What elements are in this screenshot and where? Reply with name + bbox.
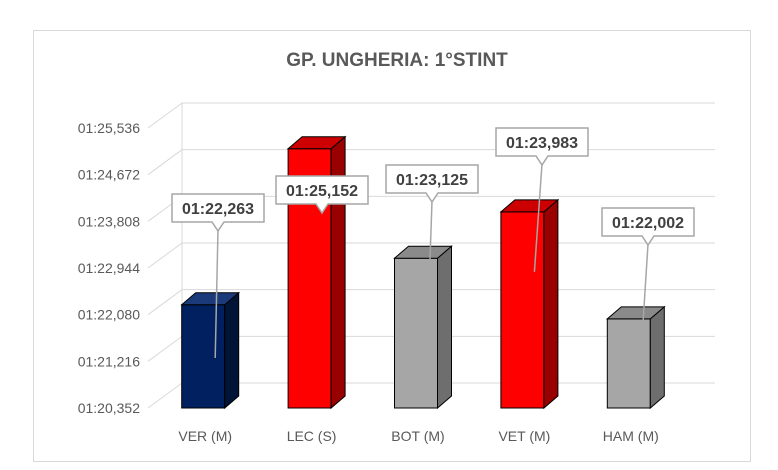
bar-front — [394, 257, 438, 409]
data-label: 01:23,983 — [495, 127, 589, 272]
bar-front — [181, 304, 226, 409]
label-box — [275, 175, 369, 215]
leader-line — [533, 163, 543, 272]
data-label-text: 01:23,125 — [396, 172, 468, 189]
bar-top — [605, 306, 666, 320]
bar-top — [286, 136, 347, 150]
data-label: 01:25,152 — [275, 175, 369, 215]
leader-line — [427, 200, 433, 319]
y-tick-label: 01:25,536 — [78, 120, 140, 136]
y-tick-label: 01:22,080 — [78, 307, 140, 323]
data-label-text: 01:22,002 — [612, 215, 684, 232]
leader-line — [214, 229, 219, 359]
bar-top — [180, 292, 241, 306]
y-axis-ticks: 01:20,352 01:21,216 01:22,080 01:22,944 01:2… — [78, 120, 140, 416]
data-labels: 01:22,263 01:25,152 01:23,125 01:23,983 01:2… — [171, 127, 695, 359]
data-label: 01:22,002 — [601, 207, 695, 359]
bar-side — [543, 198, 559, 410]
data-label: 01:22,263 — [171, 193, 265, 359]
chart-title: GP. UNGHERIA: 1°STINT — [286, 50, 508, 71]
label-box — [495, 127, 589, 167]
y-tick-label: 01:21,216 — [78, 353, 140, 369]
x-axis-categories: VER (M) LEC (S) BOT (M) VET (M) HAM (M) — [178, 428, 658, 444]
bar-top — [393, 245, 453, 259]
bar-top — [499, 199, 560, 213]
data-label-text: 01:25,152 — [286, 183, 358, 200]
x-category-label: LEC (S) — [287, 428, 337, 444]
label-box — [171, 193, 265, 233]
bar-front — [500, 211, 545, 409]
data-label-text: 01:22,263 — [182, 201, 254, 218]
gridline — [147, 102, 715, 129]
bar — [393, 245, 453, 410]
label-box — [385, 164, 479, 204]
x-category-label: HAM (M) — [603, 428, 659, 444]
data-label: 01:23,125 — [385, 164, 479, 319]
bar-side — [649, 305, 665, 410]
bar — [499, 198, 560, 410]
x-category-label: VET (M) — [498, 428, 550, 444]
x-category-label: BOT (M) — [391, 428, 444, 444]
y-tick-label: 01:23,808 — [78, 213, 140, 229]
data-label-text: 01:23,983 — [506, 135, 578, 152]
label-box — [601, 207, 695, 247]
y-tick-label: 01:20,352 — [78, 400, 140, 416]
bar — [180, 291, 241, 410]
y-tick-label: 01:24,672 — [78, 167, 140, 183]
bar-side — [224, 291, 240, 410]
bar — [605, 305, 666, 410]
leader-line — [640, 243, 649, 359]
y-tick-label: 01:22,944 — [78, 260, 140, 276]
x-category-label: VER (M) — [178, 428, 232, 444]
bar-side — [437, 245, 452, 410]
bar-front — [606, 318, 651, 409]
